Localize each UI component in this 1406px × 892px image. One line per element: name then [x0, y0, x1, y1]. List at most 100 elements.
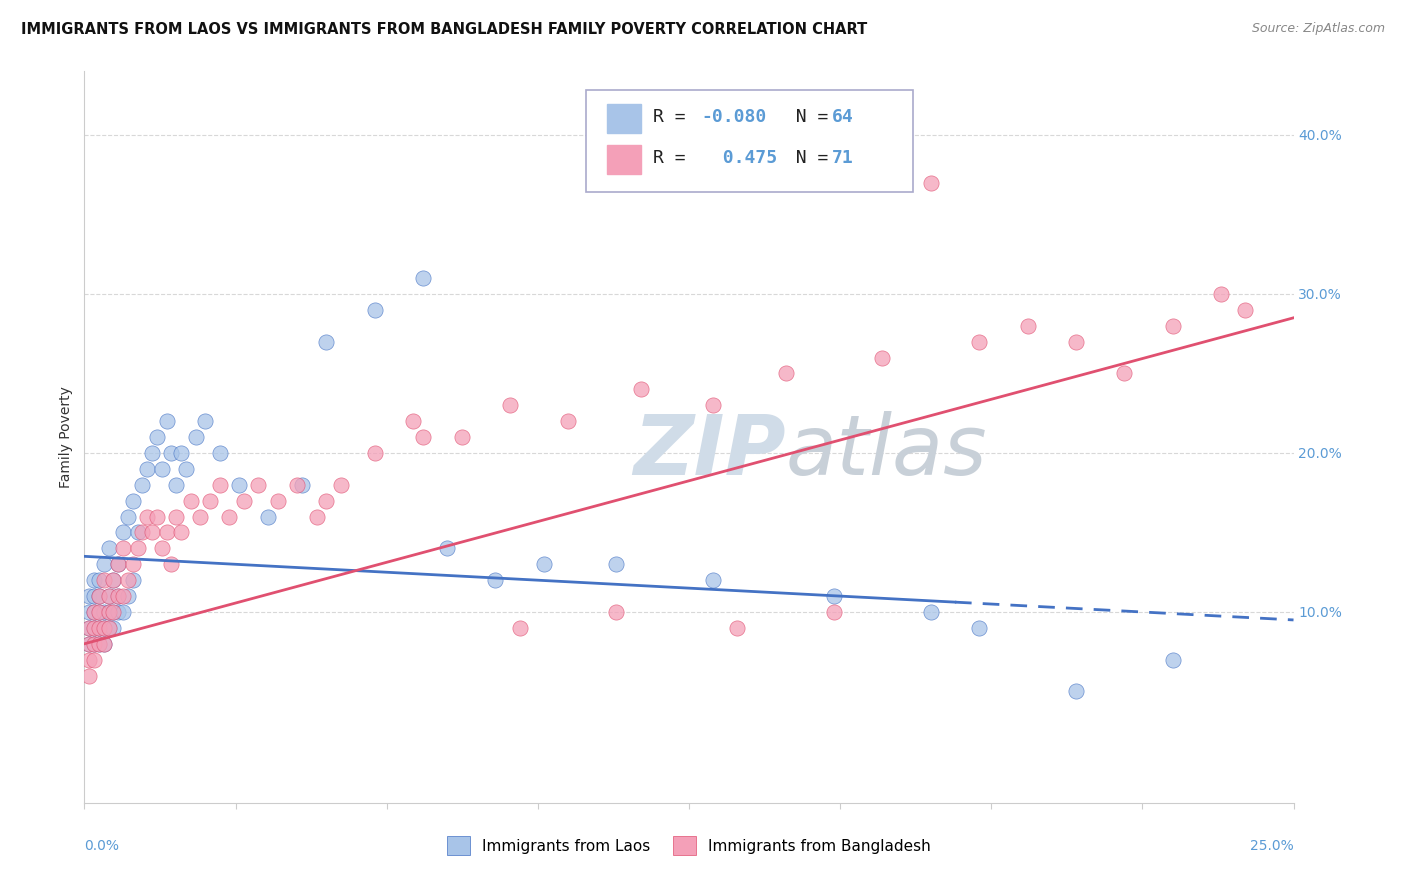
Text: Source: ZipAtlas.com: Source: ZipAtlas.com: [1251, 22, 1385, 36]
Point: [257, 509, 280, 524]
Text: -0.080: -0.080: [702, 108, 766, 126]
Point: [131, 525, 153, 540]
Point: [121, 558, 143, 572]
Point: [285, 477, 308, 491]
Point: [412, 430, 434, 444]
Point: [533, 558, 555, 572]
Point: [136, 462, 159, 476]
Point: [605, 558, 627, 572]
Point: [1161, 318, 1184, 333]
Point: [112, 589, 135, 603]
Text: R =: R =: [652, 149, 696, 167]
Point: [363, 446, 385, 460]
Point: [247, 477, 270, 491]
Point: [702, 573, 724, 587]
Point: [87, 589, 110, 603]
Point: [77, 637, 100, 651]
Text: atlas: atlas: [786, 411, 987, 492]
Point: [83, 605, 105, 619]
Point: [117, 509, 139, 524]
Text: 64: 64: [831, 108, 853, 126]
Point: [920, 605, 942, 619]
Point: [146, 430, 169, 444]
Point: [97, 621, 120, 635]
Point: [155, 525, 177, 540]
Text: N =: N =: [773, 149, 839, 167]
Point: [87, 605, 110, 619]
Point: [315, 493, 337, 508]
Point: [315, 334, 337, 349]
Point: [87, 621, 110, 635]
Point: [107, 558, 129, 572]
Point: [112, 541, 135, 556]
Point: [97, 541, 120, 556]
Point: [160, 558, 183, 572]
Point: [83, 621, 105, 635]
Point: [450, 430, 472, 444]
Point: [1234, 302, 1257, 317]
Point: [87, 621, 110, 635]
Point: [170, 446, 193, 460]
Point: [117, 573, 139, 587]
Point: [93, 605, 115, 619]
Point: [107, 589, 129, 603]
Point: [121, 573, 143, 587]
Point: [872, 351, 894, 365]
Point: [93, 621, 115, 635]
Point: [1209, 287, 1232, 301]
Point: [103, 573, 125, 587]
Point: [141, 446, 163, 460]
Point: [77, 653, 100, 667]
Point: [823, 605, 845, 619]
Point: [77, 621, 100, 635]
Point: [402, 414, 425, 428]
Point: [305, 509, 328, 524]
Text: 25.0%: 25.0%: [1250, 839, 1294, 854]
Point: [228, 477, 250, 491]
Point: [775, 367, 797, 381]
Point: [146, 509, 169, 524]
Point: [83, 589, 105, 603]
Point: [1161, 653, 1184, 667]
Point: [725, 621, 748, 635]
Text: IMMIGRANTS FROM LAOS VS IMMIGRANTS FROM BANGLADESH FAMILY POVERTY CORRELATION CH: IMMIGRANTS FROM LAOS VS IMMIGRANTS FROM …: [21, 22, 868, 37]
Point: [131, 477, 153, 491]
Point: [97, 589, 120, 603]
Point: [174, 462, 197, 476]
Point: [117, 589, 139, 603]
Point: [363, 302, 385, 317]
Point: [83, 637, 105, 651]
Point: [198, 493, 221, 508]
Point: [165, 477, 187, 491]
Point: [920, 176, 942, 190]
Point: [107, 605, 129, 619]
Point: [93, 621, 115, 635]
Point: [83, 621, 105, 635]
Point: [77, 605, 100, 619]
Y-axis label: Family Poverty: Family Poverty: [59, 386, 73, 488]
Point: [77, 621, 100, 635]
Text: N =: N =: [773, 108, 839, 126]
Bar: [607, 103, 641, 133]
Point: [329, 477, 352, 491]
FancyBboxPatch shape: [586, 90, 912, 192]
Point: [605, 605, 627, 619]
Point: [484, 573, 506, 587]
Point: [97, 589, 120, 603]
Point: [291, 477, 314, 491]
Point: [77, 637, 100, 651]
Point: [121, 493, 143, 508]
Point: [170, 525, 193, 540]
Point: [160, 446, 183, 460]
Point: [141, 525, 163, 540]
Point: [127, 541, 149, 556]
Point: [823, 589, 845, 603]
Point: [103, 605, 125, 619]
Point: [1064, 334, 1087, 349]
Point: [87, 589, 110, 603]
Point: [150, 541, 173, 556]
Point: [184, 430, 207, 444]
Point: [702, 398, 724, 412]
Point: [155, 414, 177, 428]
Point: [93, 558, 115, 572]
